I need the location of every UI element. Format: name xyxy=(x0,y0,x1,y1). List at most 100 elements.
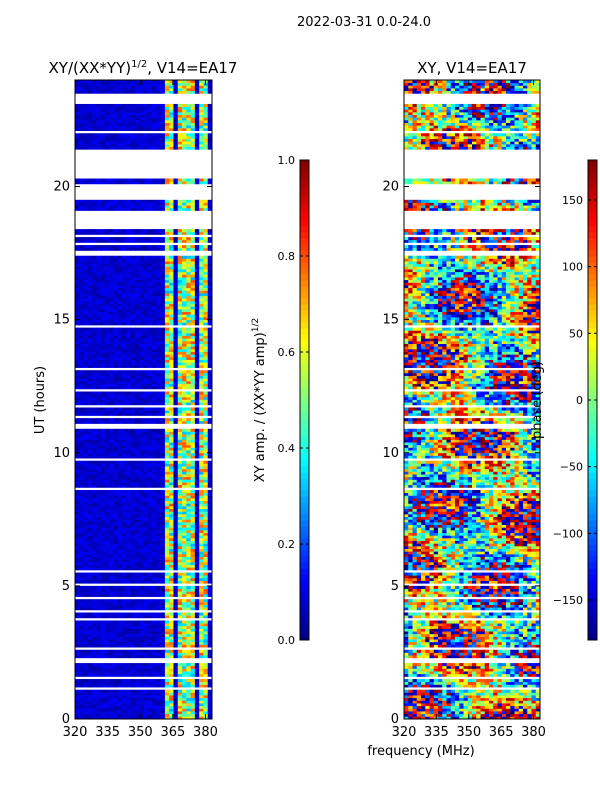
heatmap-cell xyxy=(143,261,149,265)
heatmap-cell xyxy=(152,271,157,275)
heatmap-cell xyxy=(134,290,140,294)
heatmap-cell xyxy=(152,500,157,504)
heatmap-cell xyxy=(194,644,200,648)
heatmap-cell xyxy=(92,692,97,696)
heatmap-cell xyxy=(203,362,209,366)
heatmap-cell xyxy=(96,466,102,470)
heatmap-cell xyxy=(152,559,157,563)
heatmap-cell xyxy=(134,282,140,286)
heatmap-cell xyxy=(173,665,179,669)
heatmap-cell xyxy=(177,308,183,313)
heatmap-cell xyxy=(194,298,200,302)
heatmap-cell xyxy=(207,532,213,536)
heatmap-cell xyxy=(92,548,97,552)
heatmap-cell xyxy=(143,375,149,379)
heatmap-cell xyxy=(194,308,200,313)
heatmap-cell xyxy=(113,375,119,379)
heatmap-cell xyxy=(169,655,174,659)
heatmap-cell xyxy=(194,410,200,414)
heatmap-cell xyxy=(156,439,162,443)
heatmap-cell xyxy=(87,380,93,384)
heatmap-cell xyxy=(87,567,93,571)
heatmap-cell xyxy=(152,258,157,262)
heatmap-cell xyxy=(160,319,166,323)
heatmap-cell xyxy=(117,410,123,414)
heatmap-cell xyxy=(190,545,196,549)
heatmap-cell xyxy=(194,412,200,416)
heatmap-cell xyxy=(203,711,209,715)
heatmap-cell xyxy=(173,604,179,608)
heatmap-cell xyxy=(134,663,140,667)
heatmap-cell xyxy=(92,612,97,616)
heatmap-cell xyxy=(190,362,196,366)
heatmap-cell xyxy=(109,537,114,542)
heatmap-cell xyxy=(156,466,162,470)
heatmap-cell xyxy=(87,444,93,448)
heatmap-cell xyxy=(126,652,132,656)
heatmap-cell xyxy=(83,266,89,270)
heatmap-cell xyxy=(160,524,166,528)
heatmap-cell xyxy=(177,716,183,720)
heatmap-cell xyxy=(126,668,132,672)
heatmap-cell xyxy=(199,588,204,592)
heatmap-cell xyxy=(173,327,179,331)
heatmap-cell xyxy=(182,300,187,305)
heatmap-cell xyxy=(173,708,179,712)
heatmap-cell xyxy=(164,663,170,667)
heatmap-cell xyxy=(160,271,166,275)
heatmap-cell xyxy=(109,492,114,496)
heatmap-cell xyxy=(134,351,140,355)
heatmap-cell xyxy=(104,692,110,696)
heatmap-cell xyxy=(199,476,204,480)
heatmap-cell xyxy=(143,591,149,595)
heatmap-cell xyxy=(113,561,119,565)
heatmap-cell xyxy=(130,503,136,507)
heatmap-cell xyxy=(207,255,213,259)
heatmap-cell xyxy=(109,580,114,584)
heatmap-cell xyxy=(126,298,132,302)
heatmap-cell xyxy=(122,247,127,251)
heatmap-cell xyxy=(194,663,200,667)
heatmap-cell xyxy=(143,340,149,344)
heatmap-cell xyxy=(169,564,174,568)
heatmap-cell xyxy=(130,327,136,331)
heatmap-cell xyxy=(207,633,213,637)
heatmap-cell xyxy=(207,593,213,597)
heatmap-cell xyxy=(152,266,157,270)
heatmap-cell xyxy=(134,394,140,398)
heatmap-cell xyxy=(109,311,114,315)
heatmap-cell xyxy=(96,308,102,313)
heatmap-cell xyxy=(75,681,80,685)
heatmap-cell xyxy=(156,607,162,611)
heatmap-cell xyxy=(199,521,204,526)
heatmap-cell xyxy=(143,277,149,281)
heatmap-cell xyxy=(113,290,119,294)
heatmap-cell xyxy=(190,575,196,579)
heatmap-cell xyxy=(83,567,89,571)
heatmap-cell xyxy=(164,285,170,289)
heatmap-cell xyxy=(75,495,80,499)
heatmap-cell xyxy=(113,412,119,416)
heatmap-cell xyxy=(203,396,209,400)
heatmap-cell xyxy=(164,575,170,579)
heatmap-cell xyxy=(139,553,144,557)
heatmap-cell xyxy=(92,521,97,526)
heatmap-cell xyxy=(96,575,102,579)
heatmap-cell xyxy=(169,527,174,531)
heatmap-cell xyxy=(134,407,140,411)
heatmap-cell xyxy=(182,535,187,539)
heatmap-cell xyxy=(117,466,123,470)
heatmap-cell xyxy=(83,537,89,542)
heatmap-cell xyxy=(139,460,144,464)
heatmap-cell xyxy=(96,343,102,347)
heatmap-cell xyxy=(147,508,153,512)
heatmap-cell xyxy=(207,703,213,707)
heatmap-cell xyxy=(126,274,132,278)
heatmap-cell xyxy=(83,535,89,539)
heatmap-cell xyxy=(134,463,140,467)
heatmap-cell xyxy=(194,561,200,565)
heatmap-cell xyxy=(147,519,153,523)
heatmap-cell xyxy=(190,703,196,707)
heatmap-cell xyxy=(173,620,179,624)
heatmap-cell xyxy=(109,692,114,696)
